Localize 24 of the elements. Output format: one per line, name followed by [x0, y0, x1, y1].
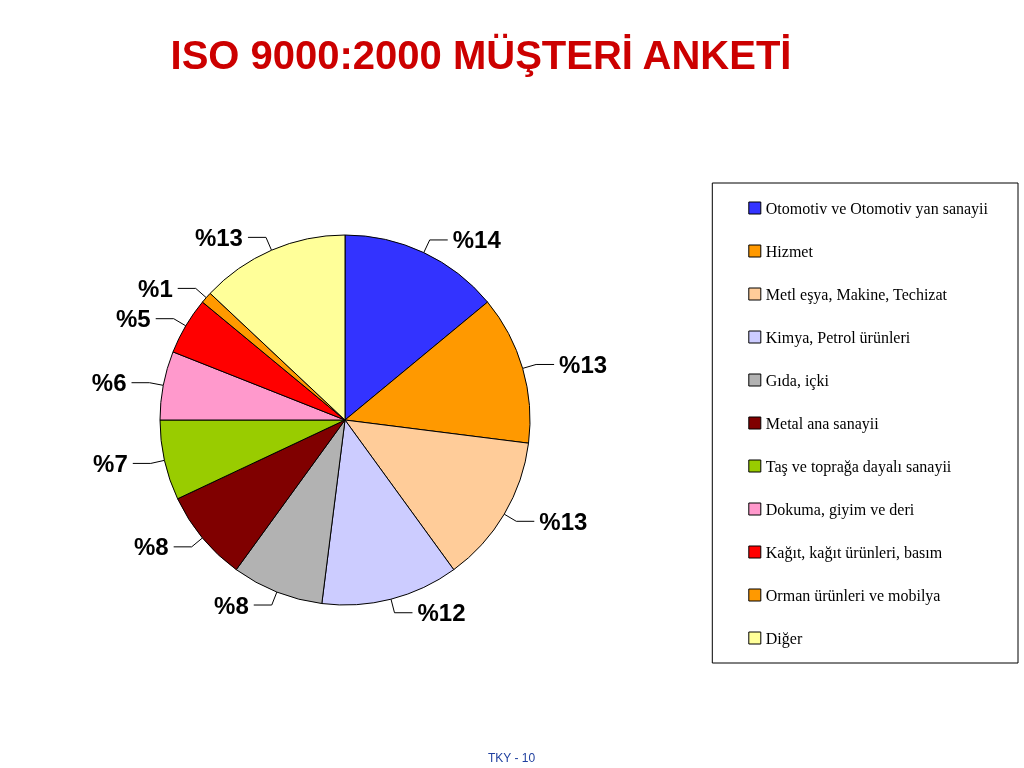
data-label: %6	[91, 369, 127, 397]
data-label: %8	[214, 591, 249, 619]
data-label: %5	[116, 305, 151, 333]
data-label: %13	[194, 223, 243, 251]
legend-label: Otomotiv ve Otomotiv yan sanayii	[765, 199, 989, 218]
legend-label: Hizmet	[765, 242, 814, 260]
legend-label: Kağıt, kağıt ürünleri, basım	[765, 543, 943, 562]
chart-title: ISO 9000:2000 MÜŞTERİ ANKETİ	[170, 33, 792, 77]
legend-label: Kimya, Petrol ürünleri	[765, 328, 911, 347]
data-label: %7	[93, 449, 128, 477]
data-label: %13	[539, 507, 588, 535]
data-label: %14	[452, 226, 502, 254]
text: TKY - 10	[488, 751, 536, 765]
legend-label: Orman ürünleri ve mobilya	[765, 586, 941, 605]
legend-label: Gıda, içki	[765, 371, 830, 390]
legend-label: Metl eşya, Makine, Techizat	[765, 285, 948, 304]
legend-label: Taş ve toprağa dayalı sanayii	[765, 457, 952, 476]
data-label: %8	[133, 533, 169, 561]
legend-label: Metal ana sanayii	[765, 414, 880, 433]
data-label: %12	[417, 599, 466, 627]
legend-label: Diğer	[765, 629, 803, 648]
data-label: %13	[559, 350, 608, 378]
data-label: %1	[138, 274, 173, 302]
legend-label: Dokuma, giyim ve deri	[765, 500, 915, 519]
